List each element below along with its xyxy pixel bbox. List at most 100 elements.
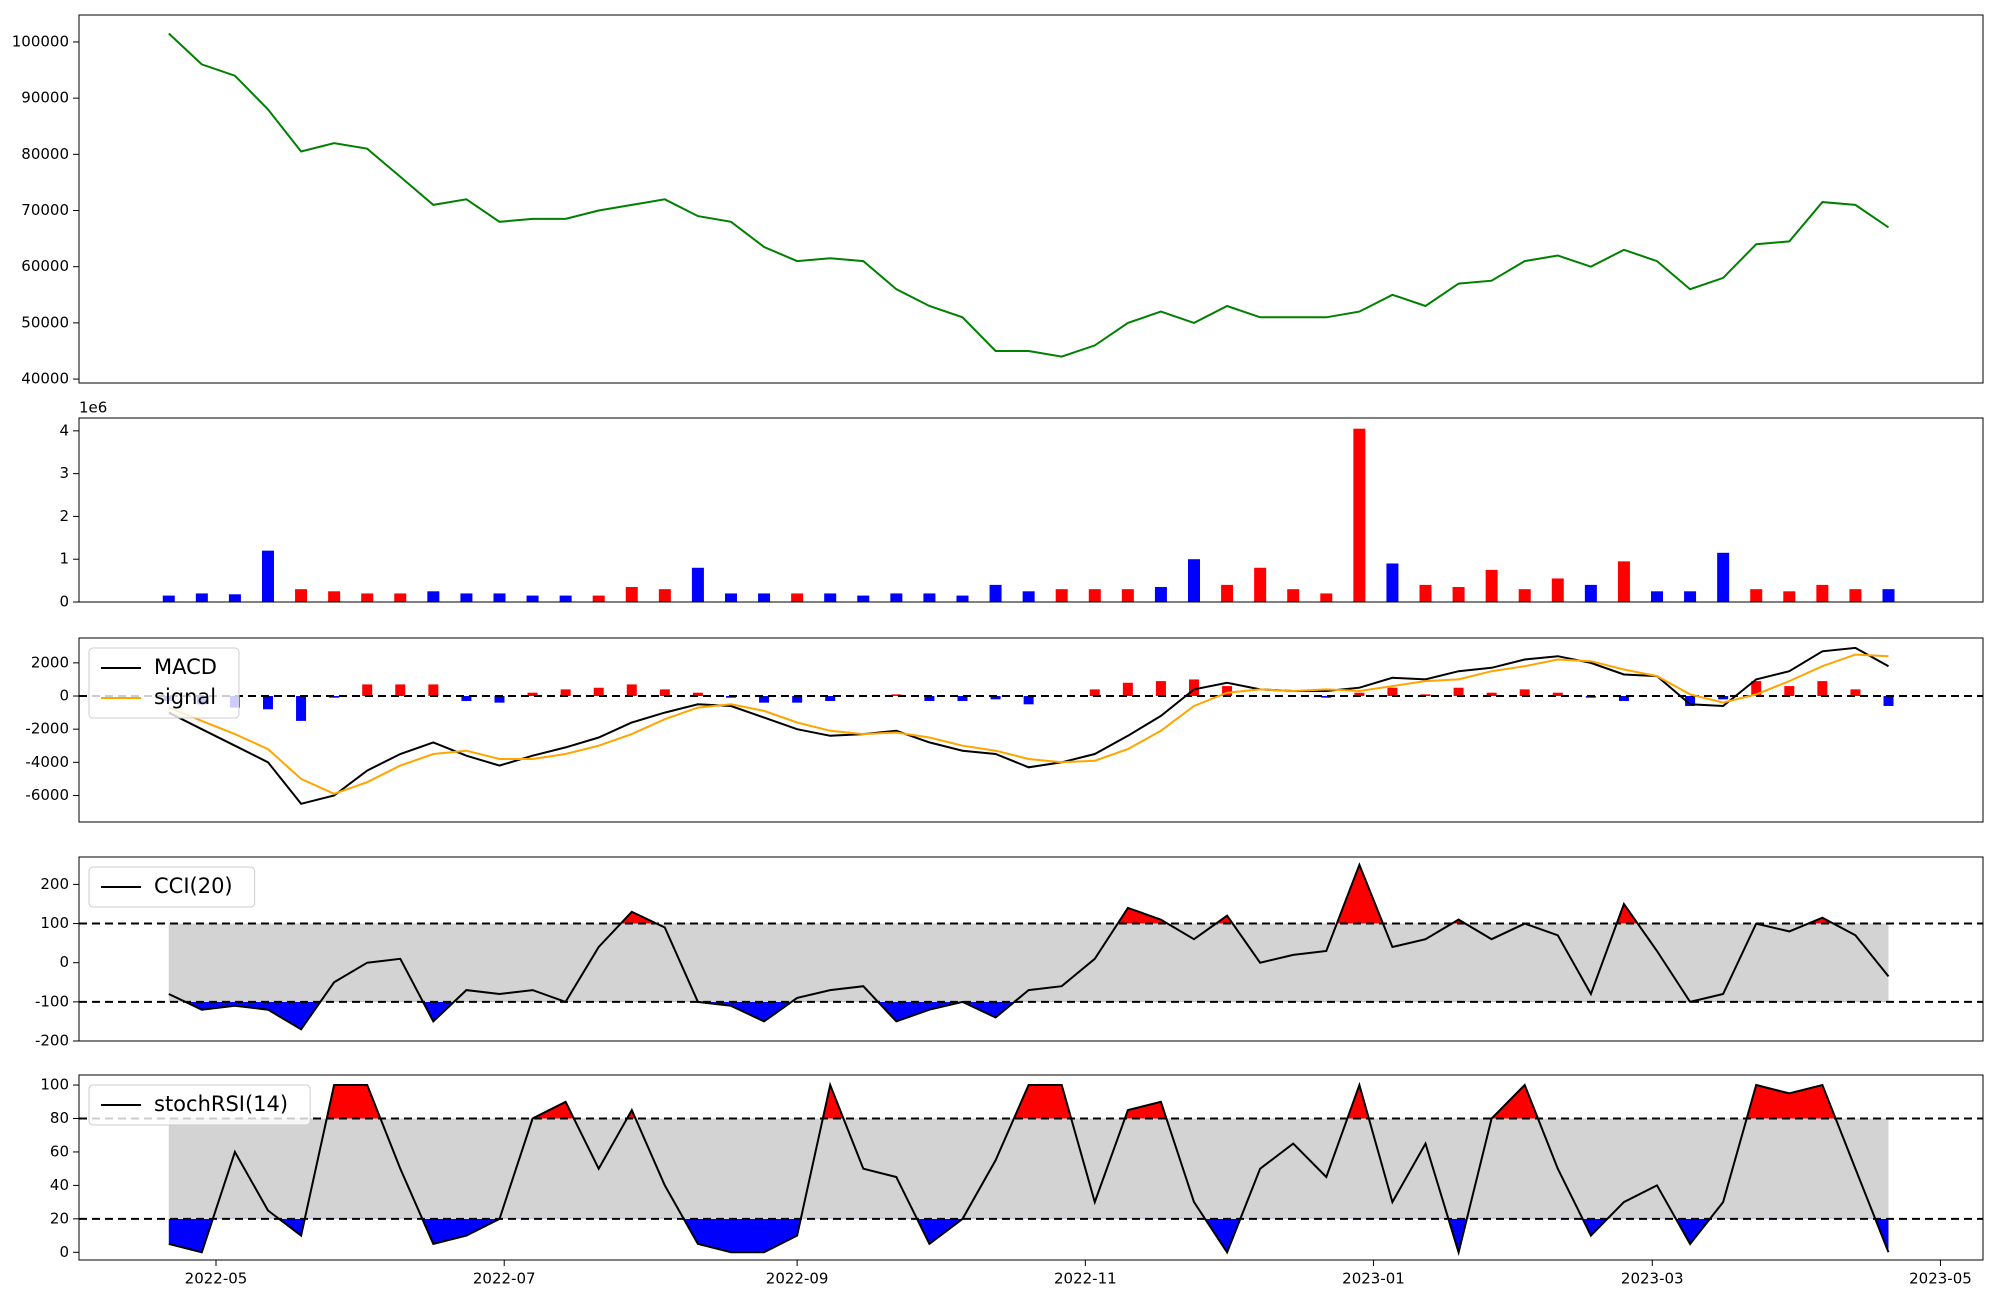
volume-bar	[328, 591, 341, 602]
y-tick-label: 0	[59, 1243, 69, 1261]
volume-bar	[1816, 584, 1829, 602]
volume-bar	[1221, 584, 1234, 602]
volume-bar	[1452, 587, 1465, 602]
x-tick-label: 2023-03	[1621, 1270, 1684, 1288]
y-tick-label: 80	[50, 1109, 69, 1127]
volume-bar	[724, 593, 737, 602]
histogram-bar	[990, 696, 1001, 700]
histogram-bar	[1222, 686, 1233, 697]
legend-box	[88, 866, 256, 908]
histogram-bar	[262, 696, 273, 710]
histogram-bar	[1718, 696, 1729, 700]
histogram-bar	[1883, 696, 1894, 706]
y-tick-label: 200	[40, 875, 69, 893]
y-tick-label: 20	[50, 1209, 69, 1227]
volume-bar	[261, 550, 274, 602]
histogram-bar	[891, 694, 902, 697]
volume-bar	[1022, 591, 1035, 602]
histogram-bar	[461, 696, 472, 701]
oversold-fill	[168, 1218, 1889, 1253]
volume-bar	[1584, 584, 1597, 602]
volume-bar	[1717, 552, 1730, 602]
volume-bar	[493, 593, 506, 602]
y-tick-label: 80000	[21, 145, 69, 163]
series-line	[168, 32, 1890, 358]
x-tick-label: 2023-05	[1909, 1270, 1972, 1288]
histogram-bar	[1784, 686, 1795, 697]
histogram-bar	[1817, 681, 1828, 697]
histogram-bar	[792, 696, 803, 703]
panel-frame	[78, 637, 1984, 823]
volume-bar	[228, 594, 241, 602]
y-tick-label: 60000	[21, 257, 69, 275]
histogram-bar	[1618, 696, 1629, 701]
volume-bar	[1485, 569, 1498, 602]
histogram-bar	[1321, 696, 1332, 698]
histogram-bar	[1122, 682, 1133, 697]
volume-bar	[956, 595, 969, 602]
histogram-bar	[1387, 687, 1398, 697]
histogram-bar	[1023, 696, 1034, 705]
volume-bar	[1287, 589, 1300, 602]
y-tick-label: -2000	[25, 720, 69, 738]
y-tick-label: 2000	[31, 653, 69, 671]
y-tick-label: 100000	[12, 32, 69, 50]
histogram-bar	[1089, 689, 1100, 697]
panel-frame	[78, 856, 1984, 1042]
panel-frame	[78, 14, 1984, 384]
volume-bar	[1518, 589, 1531, 602]
histogram-bar	[494, 696, 505, 703]
axis-offset-label: 1e6	[79, 399, 107, 417]
volume-bar	[460, 593, 473, 602]
legend: MACD signal	[88, 647, 240, 719]
volume-bar	[361, 593, 374, 602]
panel-frame	[78, 417, 1984, 603]
y-tick-label: 0	[59, 687, 69, 705]
histogram-bar	[395, 684, 406, 697]
histogram-bar	[362, 684, 373, 697]
x-tick-label: 2023-01	[1342, 1270, 1405, 1288]
volume-bar	[1254, 567, 1267, 602]
volume-bar	[1055, 589, 1068, 602]
volume-bar	[824, 593, 837, 602]
volume-bar	[1187, 559, 1200, 602]
series-line	[168, 1081, 1890, 1257]
legend-label: MACD	[154, 655, 217, 679]
volume-bar	[890, 593, 903, 602]
histogram-bar	[1155, 681, 1166, 697]
histogram-bar	[296, 696, 307, 721]
series-line	[168, 653, 1889, 795]
y-tick-label: 2	[59, 507, 69, 525]
histogram-bar	[593, 687, 604, 697]
volume-bar	[1320, 593, 1333, 602]
histogram-bar	[1188, 679, 1199, 697]
legend-label: CCI(20)	[154, 874, 233, 898]
volume-bar	[1684, 591, 1697, 602]
volume-bar	[791, 593, 804, 602]
y-tick-label: -200	[35, 1032, 69, 1050]
x-tick-label: 2022-11	[1054, 1270, 1117, 1288]
y-tick-label: 3	[59, 464, 69, 482]
histogram-bar	[560, 689, 571, 697]
volume-bar	[1353, 428, 1366, 602]
volume-bar	[1882, 589, 1895, 602]
volume-bar	[989, 584, 1002, 602]
volume-bar	[1419, 584, 1432, 602]
volume-bar	[625, 587, 638, 602]
y-tick-label: 50000	[21, 313, 69, 331]
volume-bar	[1088, 589, 1101, 602]
volume-bar	[559, 595, 572, 602]
volume-bar	[1617, 561, 1630, 602]
volume-bar	[691, 567, 704, 602]
histogram-bar	[1685, 696, 1696, 706]
histogram-bar	[1354, 692, 1365, 697]
histogram-bar	[428, 684, 439, 697]
y-tick-label: 100	[40, 1076, 69, 1094]
x-tick-label: 2022-09	[766, 1270, 829, 1288]
volume-bar	[1750, 589, 1763, 602]
y-tick-label: 40	[50, 1176, 69, 1194]
histogram-bar	[1453, 687, 1464, 697]
panel-frame	[78, 1074, 1984, 1261]
